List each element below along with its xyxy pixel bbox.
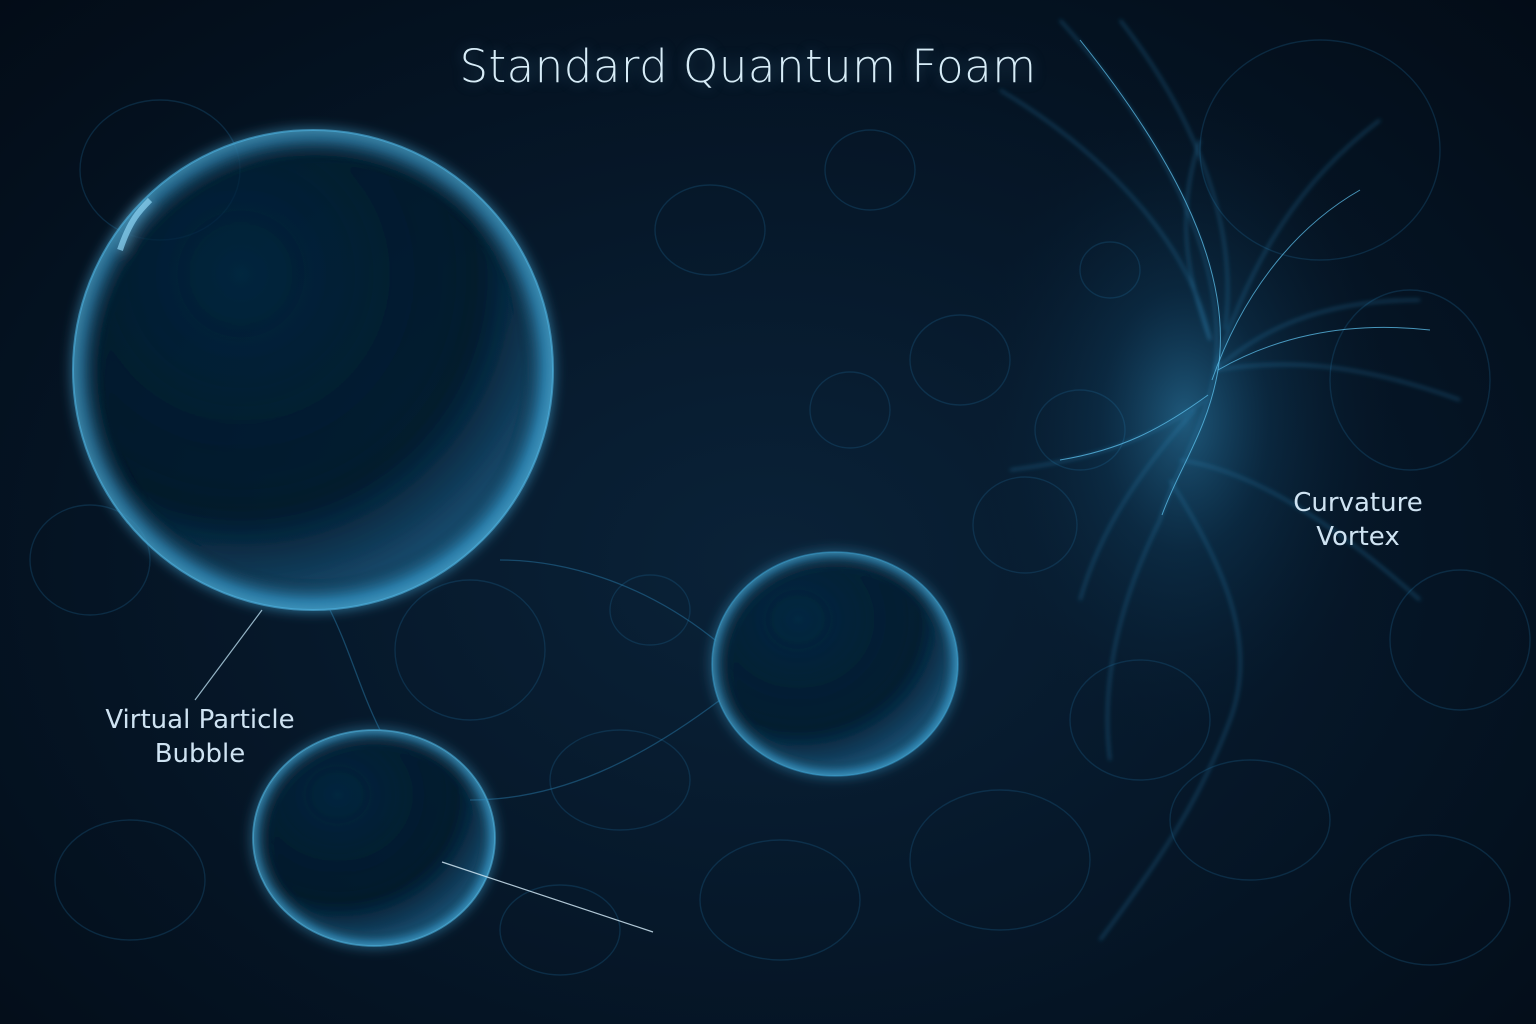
middle-bubble bbox=[711, 551, 959, 777]
virtual-particle-bubble-label-line1: Virtual Particle bbox=[105, 705, 295, 735]
leader-line-small-bubble bbox=[441, 861, 654, 933]
page-title: Standard Quantum Foam bbox=[459, 40, 1037, 93]
virtual-particle-bubble-label-line2: Bubble bbox=[154, 738, 246, 769]
connector-filaments bbox=[329, 559, 721, 801]
vortex-filaments bbox=[999, 19, 1461, 941]
curvature-vortex-label-line2: Vortex bbox=[1316, 521, 1400, 552]
curvature-vortex-label-line1: Curvature bbox=[1293, 488, 1423, 518]
vortex-filaments-bright bbox=[1059, 39, 1431, 516]
small-bubble bbox=[252, 729, 496, 947]
virtual-particle-bubble-label: Virtual Particle Bubble bbox=[100, 704, 300, 772]
large-bubble bbox=[72, 129, 554, 611]
leader-line-virtual bbox=[194, 609, 263, 701]
curvature-vortex-label: Curvature Vortex bbox=[1276, 487, 1440, 555]
